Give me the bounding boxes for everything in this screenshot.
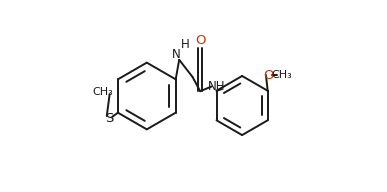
Text: O: O xyxy=(195,34,205,47)
Text: CH₃: CH₃ xyxy=(92,87,113,97)
Text: S: S xyxy=(105,112,114,125)
Text: O: O xyxy=(264,69,274,82)
Text: CH₃: CH₃ xyxy=(272,70,293,80)
Text: N: N xyxy=(172,48,181,60)
Text: H: H xyxy=(181,38,189,51)
Text: NH: NH xyxy=(207,80,225,93)
